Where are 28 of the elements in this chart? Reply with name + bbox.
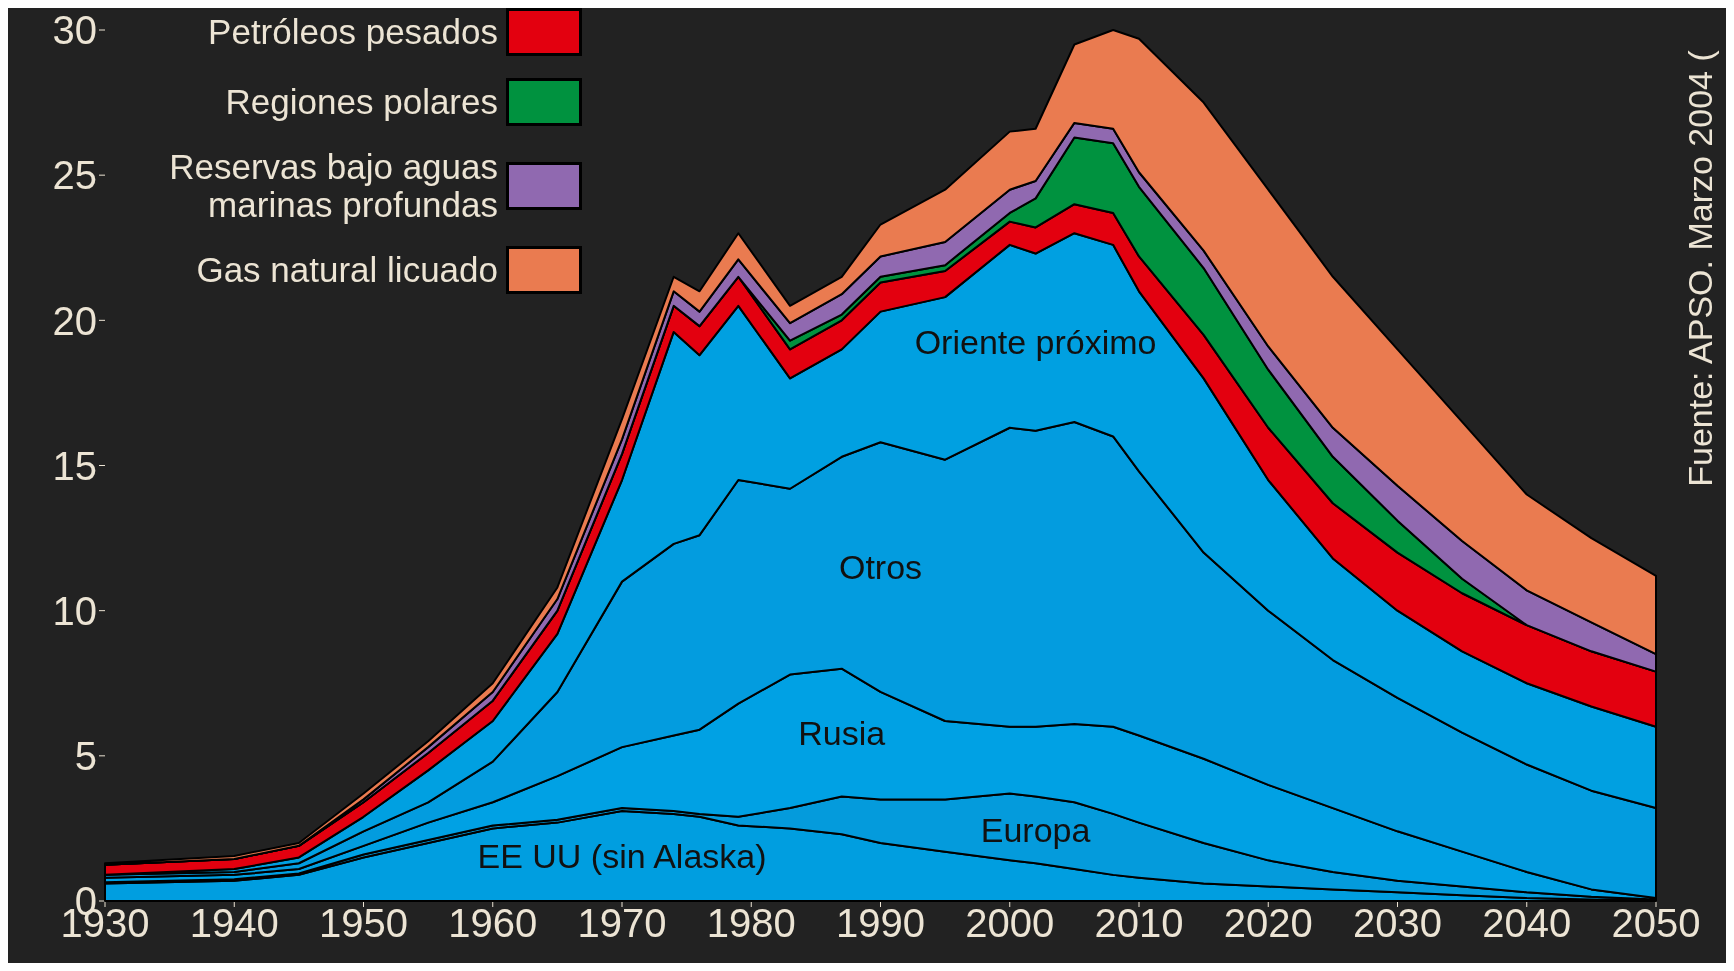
x-tick-label: 2040: [1482, 901, 1572, 946]
x-tick-label: 2030: [1353, 901, 1442, 946]
y-tick-label: 5: [74, 734, 97, 779]
y-tick-label: 25: [52, 153, 97, 198]
x-tick-label: 2020: [1223, 901, 1313, 946]
series-label: Oriente próximo: [914, 323, 1157, 362]
legend-label: Petróleos pesados: [207, 12, 498, 51]
x-tick-label: 1970: [577, 901, 667, 946]
x-tick-label: 2010: [1094, 901, 1184, 946]
y-tick-label: 10: [52, 588, 97, 633]
x-tick-label: 1940: [189, 901, 279, 946]
x-tick-label: 2000: [965, 901, 1055, 946]
x-tick-label: 1950: [319, 901, 408, 946]
legend-label: Gas natural licuado: [195, 250, 498, 289]
x-tick-label: 1990: [836, 901, 925, 946]
x-tick-label: 1960: [448, 901, 538, 946]
source-note: Fuente: APSO. Marzo 2004 (: [1680, 49, 1720, 487]
y-tick-label: 30: [52, 8, 97, 53]
legend-label: Reservas bajo aguas marinas profundas: [168, 147, 498, 224]
series-label: Otros: [838, 548, 923, 587]
x-tick-label: 2050: [1611, 901, 1701, 946]
series-label: Rusia: [798, 713, 886, 752]
series-label: EE UU (sin Alaska): [477, 837, 767, 875]
x-tick-label: 1980: [706, 901, 796, 946]
series-label: Europa: [980, 810, 1091, 849]
y-tick-label: 20: [52, 298, 97, 343]
y-tick-label: 15: [52, 443, 97, 488]
legend-label: Regiones polares: [224, 82, 498, 121]
